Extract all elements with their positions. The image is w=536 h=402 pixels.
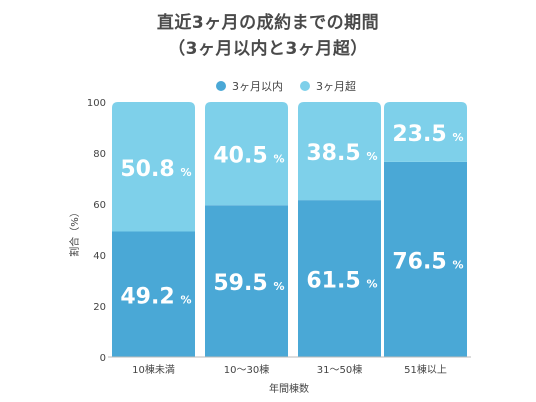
bars-group: 49.2 % 50.8 % 59.5 % 40.5 % 61.5 % 38.5 % 76.5 % 23.5% — [112, 102, 467, 357]
data-label-unit: % — [274, 153, 285, 166]
bar-segment-over — [205, 102, 288, 206]
data-label-unit: % — [274, 280, 285, 293]
x-tick-label: 31〜50棟 — [317, 363, 362, 376]
y-tick-label: 100 — [87, 98, 106, 109]
y-tick-label: 20 — [93, 302, 106, 313]
x-tick-label: 10棟未満 — [132, 363, 175, 376]
data-label-unit: % — [181, 166, 192, 179]
y-axis-title: 割合（%） — [68, 207, 81, 257]
bar-segment-over — [298, 102, 381, 201]
data-label-within: 59.5 — [213, 271, 267, 296]
data-label-over: 40.5 — [213, 144, 267, 169]
legend-label-over: 3ヶ月超 — [316, 80, 356, 93]
legend-label-within: 3ヶ月以内 — [232, 80, 283, 93]
data-label-unit: % — [181, 293, 192, 306]
data-label-over: 23.5 — [392, 122, 446, 147]
bar-segment-within — [298, 200, 381, 357]
bar-segment-within — [205, 205, 288, 357]
y-tick-label: 80 — [93, 149, 106, 160]
x-tick-label: 10〜30棟 — [224, 363, 269, 376]
bar-segment-over — [384, 102, 467, 162]
chart-title-line2: （3ヶ月以内と3ヶ月超） — [168, 39, 368, 59]
legend-item-within: 3ヶ月以内 — [216, 76, 283, 96]
data-label-over: 50.8 — [120, 157, 174, 182]
data-label-within: 49.2 — [120, 284, 174, 309]
data-label-unit: % — [367, 278, 378, 291]
data-label-within: 61.5 — [306, 269, 360, 294]
legend: 3ヶ月以内 3ヶ月超 — [0, 76, 536, 96]
y-tick-label: 0 — [100, 353, 106, 364]
y-axis: 0 20 40 60 80 100 — [87, 98, 106, 364]
data-label-within: 76.5 — [392, 249, 446, 274]
data-label-unit: % — [367, 150, 378, 163]
data-label-unit: % — [453, 131, 464, 144]
x-axis: 10棟未満 10〜30棟 31〜50棟 51棟以上 — [108, 356, 471, 376]
legend-item-over: 3ヶ月超 — [300, 76, 356, 96]
y-tick-label: 60 — [93, 200, 106, 211]
legend-swatch-within — [216, 81, 226, 91]
x-tick-label: 51棟以上 — [404, 363, 447, 376]
data-label-unit: % — [453, 258, 464, 271]
bar-segment-within — [112, 231, 195, 357]
bar-segment-over — [112, 102, 195, 232]
bar-segment-within — [384, 161, 467, 357]
y-tick-label: 40 — [93, 251, 106, 262]
x-axis-title: 年間棟数 — [269, 382, 309, 395]
legend-swatch-over — [300, 81, 310, 91]
chart-title-line1: 直近3ヶ月の成約までの期間 — [156, 13, 380, 33]
data-label-over: 38.5 — [306, 141, 360, 166]
